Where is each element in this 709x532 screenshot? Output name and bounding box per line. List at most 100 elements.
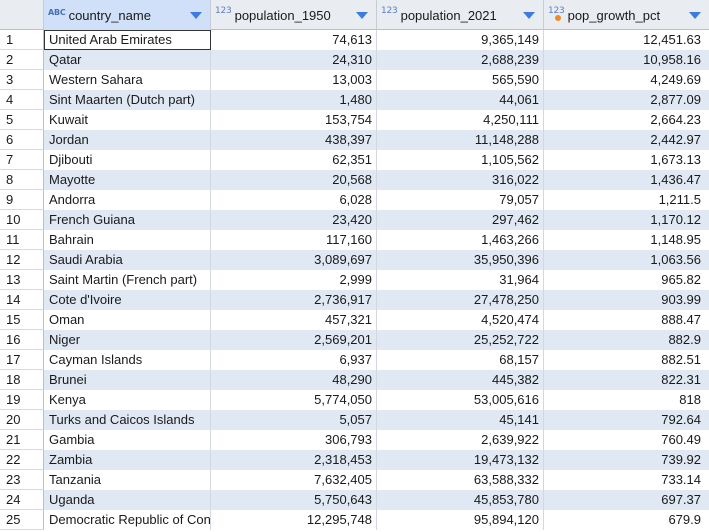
cell-country-name[interactable]: Cote d'Ivoire xyxy=(44,290,211,310)
cell-population-2021[interactable]: 9,365,149 xyxy=(377,30,544,50)
cell-pop-growth-pct[interactable]: 2,442.97 xyxy=(650,132,701,147)
cell-country-name[interactable]: Cayman Islands xyxy=(44,350,211,370)
row-number[interactable]: 15 xyxy=(0,310,44,330)
table-row[interactable]: 1 United Arab Emirates 74,613 9,365,149 12,4… xyxy=(0,30,709,50)
table-row[interactable]: 17 Cayman Islands 6,937 68,157 882.51 xyxy=(0,350,709,370)
table-row[interactable]: 16 Niger 2,569,201 25,252,722 882.9 xyxy=(0,330,709,350)
table-row[interactable]: 20 Turks and Caicos Islands 5,057 45,141 792… xyxy=(0,410,709,430)
row-number[interactable]: 13 xyxy=(0,270,44,290)
row-number[interactable]: 14 xyxy=(0,290,44,310)
table-row[interactable]: 10 French Guiana 23,420 297,462 1,170.12 xyxy=(0,210,709,230)
column-header-pop-growth-pct[interactable]: 123 pop_growth_pct xyxy=(544,0,709,30)
cell-country-name[interactable]: Jordan xyxy=(44,130,211,150)
cell-population-2021[interactable]: 316,022 xyxy=(377,170,544,190)
cell-country-name[interactable]: French Guiana xyxy=(44,210,211,230)
cell-country-name[interactable]: Mayotte xyxy=(44,170,211,190)
row-number[interactable]: 19 xyxy=(0,390,44,410)
cell-country-name[interactable]: Djibouti xyxy=(44,150,211,170)
table-row[interactable]: 9 Andorra 6,028 79,057 1,211.5 xyxy=(0,190,709,210)
cell-country-name[interactable]: Kenya xyxy=(44,390,211,410)
row-number[interactable]: 23 xyxy=(0,470,44,490)
cell-pop-growth-pct[interactable]: 1,063.56 xyxy=(650,252,701,267)
row-number[interactable]: 12 xyxy=(0,250,44,270)
column-header-population-1950[interactable]: 123 population_1950 xyxy=(211,0,377,30)
row-number[interactable]: 4 xyxy=(0,90,44,110)
cell-pop-growth-pct[interactable]: 12,451.63 xyxy=(643,32,701,47)
cell-population-2021[interactable]: 27,478,250 xyxy=(377,290,544,310)
cell-pop-growth-pct[interactable]: 10,958.16 xyxy=(643,52,701,67)
row-number[interactable]: 17 xyxy=(0,350,44,370)
cell-population-2021[interactable]: 445,382 xyxy=(377,370,544,390)
row-number[interactable]: 9 xyxy=(0,190,44,210)
table-row[interactable]: 15 Oman 457,321 4,520,474 888.47 xyxy=(0,310,709,330)
cell-pop-growth-pct[interactable]: 2,877.09 xyxy=(650,92,701,107)
table-row[interactable]: 25 Democratic Republic of Congo 12,295,748… xyxy=(0,510,709,530)
cell-pop-growth-pct[interactable]: 1,148.95 xyxy=(650,232,701,247)
table-row[interactable]: 18 Brunei 48,290 445,382 822.31 xyxy=(0,370,709,390)
cell-population-1950[interactable]: 6,028 xyxy=(211,190,377,210)
table-row[interactable]: 14 Cote d'Ivoire 2,736,917 27,478,250 903.99 xyxy=(0,290,709,310)
row-number[interactable]: 8 xyxy=(0,170,44,190)
cell-population-2021[interactable]: 2,688,239 xyxy=(377,50,544,70)
cell-population-2021[interactable]: 11,148,288 xyxy=(377,130,544,150)
cell-population-2021[interactable]: 44,061 xyxy=(377,90,544,110)
cell-population-2021[interactable]: 297,462 xyxy=(377,210,544,230)
table-row[interactable]: 12 Saudi Arabia 3,089,697 35,950,396 1,063.5… xyxy=(0,250,709,270)
column-header-country-name[interactable]: ABC country_name xyxy=(44,0,211,30)
row-number[interactable]: 25 xyxy=(0,510,44,530)
cell-population-2021[interactable]: 31,964 xyxy=(377,270,544,290)
cell-country-name[interactable]: Qatar xyxy=(44,50,211,70)
cell-population-1950[interactable]: 306,793 xyxy=(211,430,377,450)
row-number[interactable]: 7 xyxy=(0,150,44,170)
cell-population-1950[interactable]: 24,310 xyxy=(211,50,377,70)
cell-population-1950[interactable]: 12,295,748 xyxy=(211,510,377,530)
table-row[interactable]: 21 Gambia 306,793 2,639,922 760.49 xyxy=(0,430,709,450)
cell-pop-growth-pct[interactable]: 888.47 xyxy=(661,312,701,327)
cell-population-1950[interactable]: 3,089,697 xyxy=(211,250,377,270)
cell-population-1950[interactable]: 2,569,201 xyxy=(211,330,377,350)
cell-population-1950[interactable]: 13,003 xyxy=(211,70,377,90)
table-row[interactable]: 5 Kuwait 153,754 4,250,111 2,664.23 xyxy=(0,110,709,130)
cell-population-1950[interactable]: 23,420 xyxy=(211,210,377,230)
cell-pop-growth-pct[interactable]: 697.37 xyxy=(661,492,701,507)
cell-population-2021[interactable]: 53,005,616 xyxy=(377,390,544,410)
cell-population-2021[interactable]: 565,590 xyxy=(377,70,544,90)
row-number[interactable]: 10 xyxy=(0,210,44,230)
table-row[interactable]: 6 Jordan 438,397 11,148,288 2,442.97 xyxy=(0,130,709,150)
cell-population-1950[interactable]: 62,351 xyxy=(211,150,377,170)
cell-country-name[interactable]: Zambia xyxy=(44,450,211,470)
cell-population-1950[interactable]: 1,480 xyxy=(211,90,377,110)
column-menu-arrow-icon[interactable] xyxy=(689,12,701,19)
cell-country-name[interactable]: Uganda xyxy=(44,490,211,510)
row-number-header[interactable] xyxy=(0,0,44,30)
column-header-population-2021[interactable]: 123 population_2021 xyxy=(377,0,544,30)
cell-population-2021[interactable]: 45,853,780 xyxy=(377,490,544,510)
cell-population-2021[interactable]: 2,639,922 xyxy=(377,430,544,450)
cell-pop-growth-pct[interactable]: 882.51 xyxy=(661,352,701,367)
cell-population-2021[interactable]: 45,141 xyxy=(377,410,544,430)
row-number[interactable]: 5 xyxy=(0,110,44,130)
row-number[interactable]: 18 xyxy=(0,370,44,390)
cell-population-1950[interactable]: 48,290 xyxy=(211,370,377,390)
table-row[interactable]: 24 Uganda 5,750,643 45,853,780 697.37 xyxy=(0,490,709,510)
cell-pop-growth-pct[interactable]: 4,249.69 xyxy=(650,72,701,87)
cell-population-1950[interactable]: 5,057 xyxy=(211,410,377,430)
cell-pop-growth-pct[interactable]: 739.92 xyxy=(661,452,701,467)
cell-pop-growth-pct[interactable]: 965.82 xyxy=(661,272,701,287)
cell-pop-growth-pct[interactable]: 882.9 xyxy=(668,332,701,347)
cell-population-2021[interactable]: 68,157 xyxy=(377,350,544,370)
cell-population-1950[interactable]: 5,750,643 xyxy=(211,490,377,510)
cell-population-1950[interactable]: 6,937 xyxy=(211,350,377,370)
cell-population-2021[interactable]: 1,463,266 xyxy=(377,230,544,250)
cell-country-name[interactable]: Sint Maarten (Dutch part) xyxy=(44,90,211,110)
cell-population-1950[interactable]: 7,632,405 xyxy=(211,470,377,490)
cell-population-1950[interactable]: 74,613 xyxy=(211,30,377,50)
cell-population-2021[interactable]: 63,588,332 xyxy=(377,470,544,490)
cell-pop-growth-pct[interactable]: 1,673.13 xyxy=(650,152,701,167)
cell-population-2021[interactable]: 4,250,111 xyxy=(377,110,544,130)
row-number[interactable]: 20 xyxy=(0,410,44,430)
cell-population-1950[interactable]: 2,736,917 xyxy=(211,290,377,310)
cell-pop-growth-pct[interactable]: 760.49 xyxy=(661,432,701,447)
cell-pop-growth-pct[interactable]: 818 xyxy=(679,392,701,407)
table-row[interactable]: 8 Mayotte 20,568 316,022 1,436.47 xyxy=(0,170,709,190)
